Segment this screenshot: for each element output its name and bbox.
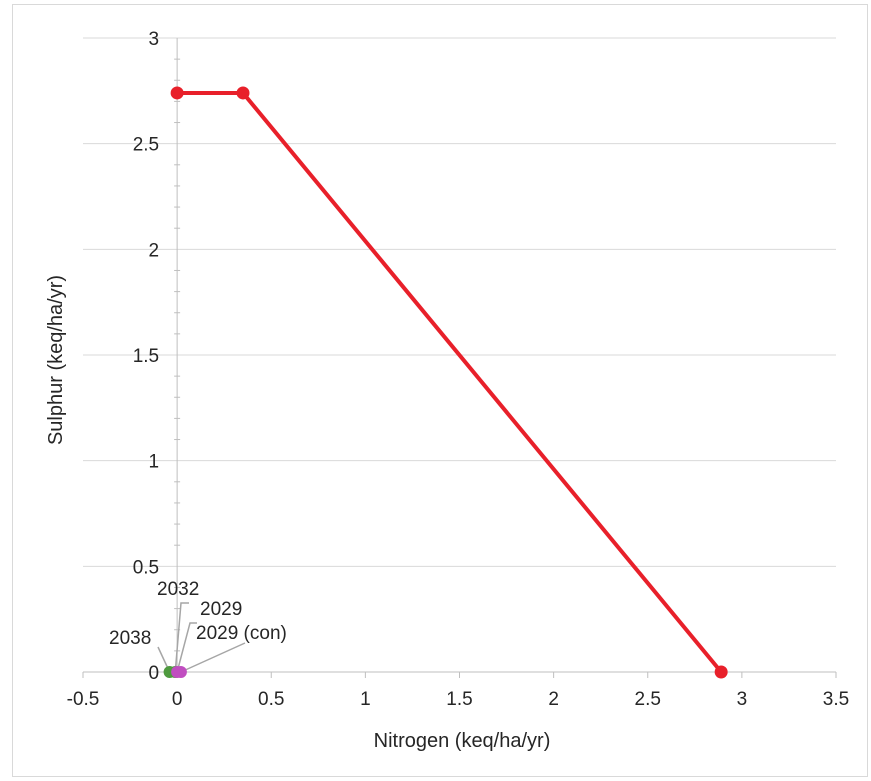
chart-frame: -0.5 0 0.5 1 1.5 2 2.5 3 3.5 0 0.5 1 1.5 2 2.5 3 2038 2… bbox=[12, 4, 868, 777]
x-tick-label-0: -0.5 bbox=[67, 689, 100, 710]
y-tick-label-5: 2.5 bbox=[133, 135, 159, 156]
x-tick-label-6: 2.5 bbox=[635, 689, 661, 710]
annotation-point-3 bbox=[174, 666, 187, 678]
series-line-0 bbox=[177, 90, 723, 674]
x-tick-label-4: 1.5 bbox=[446, 689, 472, 710]
y-tick-label-3: 1.5 bbox=[133, 346, 159, 367]
leader-line-3 bbox=[180, 642, 246, 673]
y-tick-label-0: 0 bbox=[149, 663, 160, 684]
y-tick-labels: 0 0.5 1 1.5 2 2.5 3 bbox=[133, 29, 159, 684]
gridlines bbox=[83, 37, 836, 567]
x-tick-labels: -0.5 0 0.5 1 1.5 2 2.5 3 3.5 bbox=[67, 689, 850, 710]
nitrogen-sulphur-chart: -0.5 0 0.5 1 1.5 2 2.5 3 3.5 00.511.522.53 20382… bbox=[45, 29, 850, 752]
x-tick-label-7: 3 bbox=[737, 689, 748, 710]
x-axis-label: Nitrogen (keq/ha/yr) bbox=[374, 730, 551, 752]
y-axis-label: Sulphur (keq/ha/yr) bbox=[45, 275, 67, 445]
x-tick-label-5: 2 bbox=[548, 689, 559, 710]
x-tick-label-2: 0.5 bbox=[258, 689, 284, 710]
annotation-label-0: 2038 bbox=[109, 628, 151, 649]
y-tick-label-6: 3 bbox=[149, 29, 160, 50]
leader-line-2 bbox=[176, 622, 197, 673]
axes bbox=[82, 38, 837, 678]
series-point-1 bbox=[236, 86, 250, 100]
series-point-2 bbox=[714, 665, 728, 679]
x-tick-label-8: 3.5 bbox=[823, 689, 849, 710]
y-tick-label-1: 0.5 bbox=[133, 557, 159, 578]
x-tick-label-3: 1 bbox=[360, 689, 371, 710]
y-tick-label-4: 2 bbox=[149, 240, 160, 261]
annotation-label-2: 2029 bbox=[200, 599, 242, 620]
series-point-0 bbox=[170, 86, 184, 100]
annotation-label-1: 2032 bbox=[157, 579, 199, 600]
annotation-label-3: 2029 (con) bbox=[196, 623, 287, 644]
series-layer bbox=[170, 86, 728, 679]
x-tick-label-1: 0 bbox=[172, 689, 183, 710]
y-tick-label-2: 1 bbox=[149, 452, 160, 473]
leader-line-1 bbox=[174, 602, 189, 673]
